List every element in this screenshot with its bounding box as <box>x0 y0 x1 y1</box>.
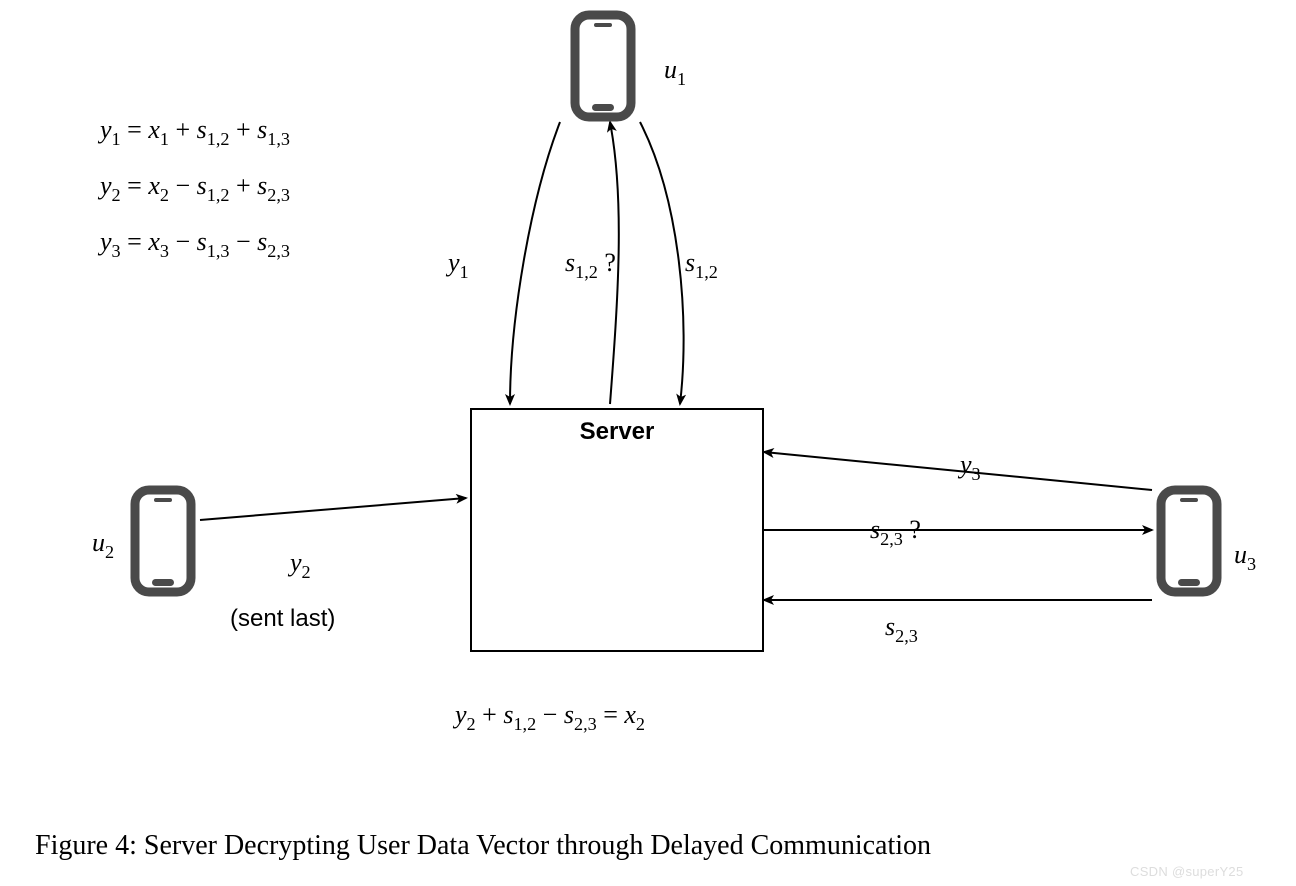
phone-icon-u3 <box>1156 485 1222 597</box>
edge-label-y1: y1 <box>448 248 469 282</box>
diagram-stage: { "type": "flowchart", "canvas": { "widt… <box>0 0 1296 886</box>
figure-caption: Figure 4: Server Decrypting User Data Ve… <box>35 830 931 862</box>
node-label-u3: u3 <box>1234 540 1256 574</box>
edge-y2 <box>200 498 466 520</box>
edge-label-s12-req: s1,2 ? <box>565 248 616 282</box>
edge-s12_resp <box>640 122 684 404</box>
server-label: Server <box>472 418 762 446</box>
server-node: Server <box>470 408 764 652</box>
sent-last-label: (sent last) <box>230 605 335 633</box>
edge-y3 <box>764 452 1152 490</box>
equations-block: y1 = x1 + s1,2 + s1,3y2 = x2 − s1,2 + s2… <box>100 115 290 284</box>
node-label-u2: u2 <box>92 528 114 562</box>
bottom-equation: y2 + s1,2 − s2,3 = x2 <box>455 700 645 734</box>
node-label-u1: u1 <box>664 55 686 89</box>
phone-icon-u2 <box>130 485 196 597</box>
edge-label-s12-resp: s1,2 <box>685 248 718 282</box>
edge-label-s23-resp: s2,3 <box>885 612 918 646</box>
edge-label-y2: y2 <box>290 548 311 582</box>
edge-y1 <box>510 122 560 404</box>
edge-label-s23-req: s2,3 ? <box>870 515 921 549</box>
phone-icon-u1 <box>570 10 636 122</box>
watermark: CSDN @superY25 <box>1130 864 1244 879</box>
edge-label-y3: y3 <box>960 450 981 484</box>
